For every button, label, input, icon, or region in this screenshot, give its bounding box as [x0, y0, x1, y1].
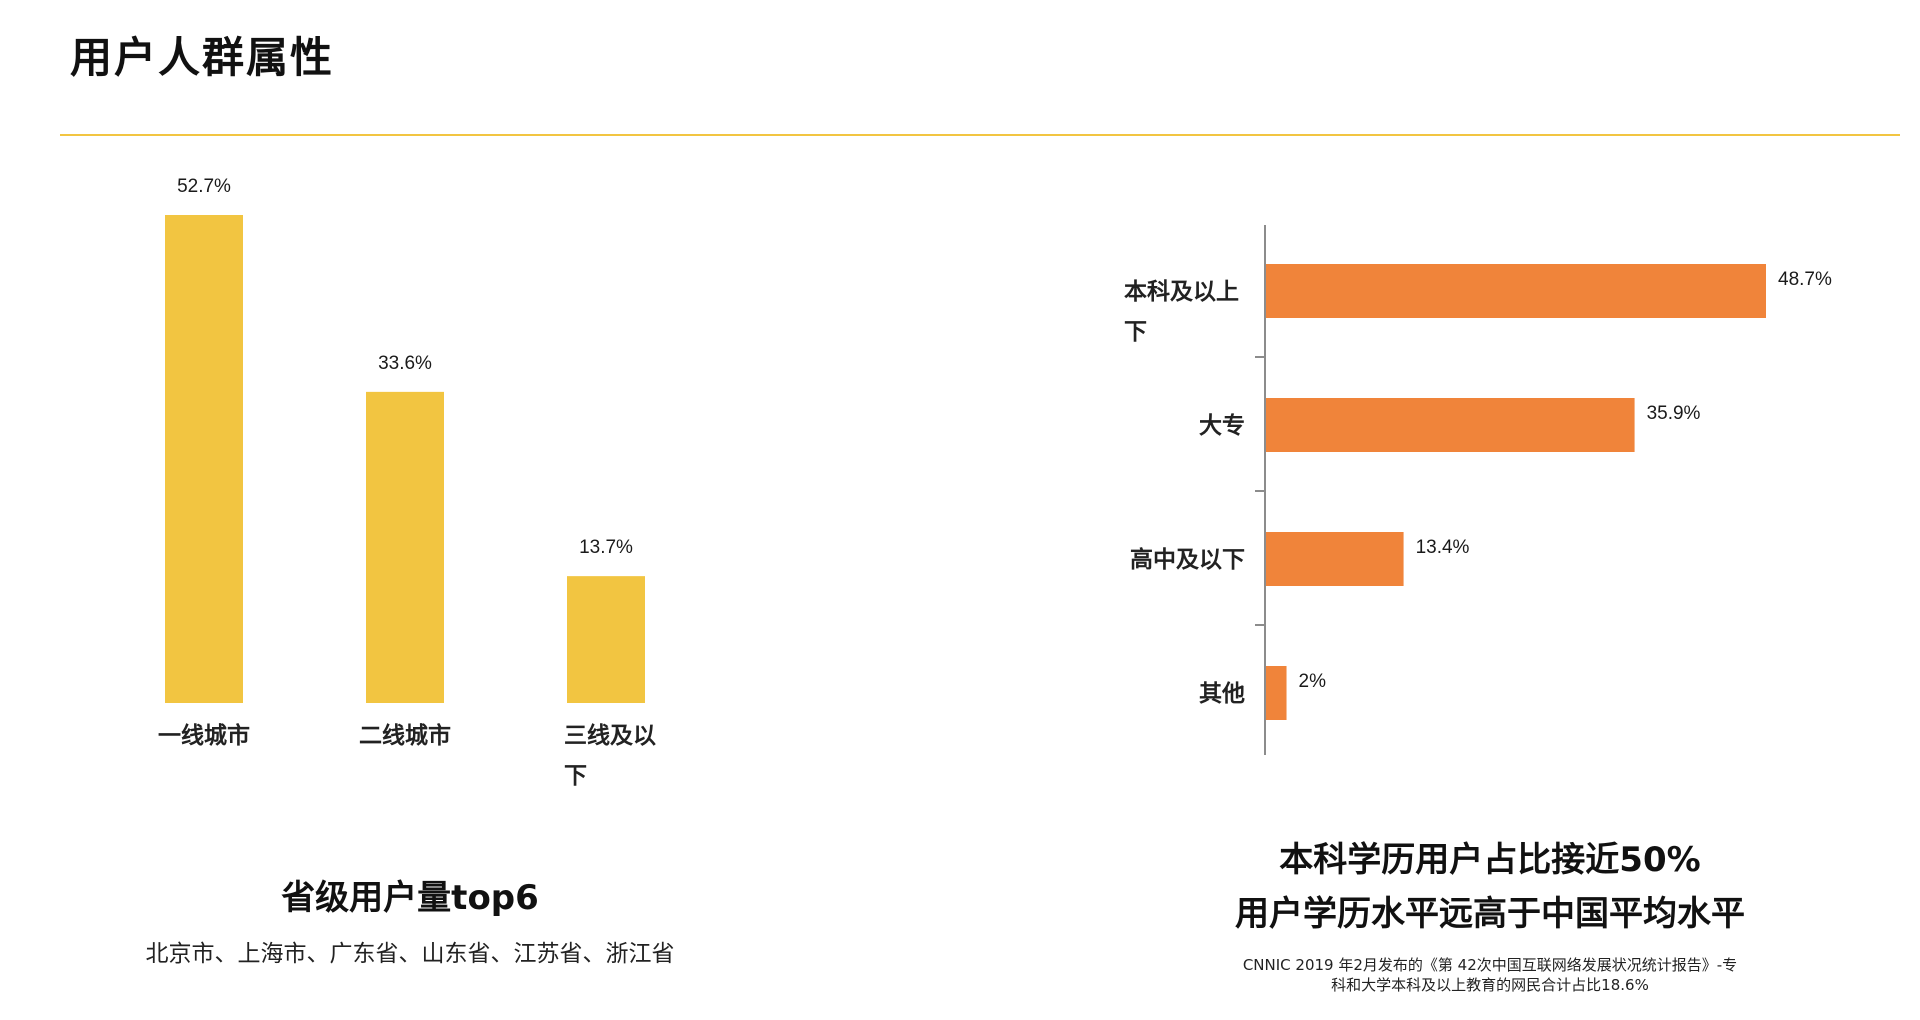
category-label-1: 二线城市	[359, 722, 451, 749]
province-top6-list: 北京市、上海市、广东省、山东省、江苏省、浙江省	[145, 941, 675, 967]
bar-value-label-3: 2%	[1299, 671, 1327, 692]
page-title: 用户人群属性	[70, 33, 335, 82]
category-label-3: 其他	[1199, 681, 1245, 707]
bar-0	[165, 215, 243, 703]
category-label-1: 大专	[1199, 412, 1245, 439]
bar-value-label-2: 13.4%	[1416, 537, 1470, 558]
bar-value-label-1: 33.6%	[378, 353, 432, 374]
bar-value-label-1: 35.9%	[1647, 403, 1701, 424]
bar-1	[1266, 398, 1635, 452]
province-top6-title: 省级用户量top6	[281, 878, 539, 918]
education-bar-chart: 48.7% 本科及以上下 35.9% 大专 13.4% 高中及以下 2% 其他	[1124, 225, 1832, 755]
category-label-2: 高中及以下	[1130, 546, 1245, 573]
bar-value-label-0: 48.7%	[1778, 269, 1832, 290]
education-headline-1: 本科学历用户占比接近50%	[1279, 840, 1701, 880]
bar-2	[567, 576, 645, 703]
bar-value-label-2: 13.7%	[579, 537, 633, 558]
education-headline-2: 用户学历水平远高于中国平均水平	[1235, 894, 1745, 934]
source-note: CNNIC 2019 年2月发布的《第 42次中国互联网络发展状况统计报告》-专…	[1210, 955, 1770, 995]
title-divider	[60, 134, 1900, 136]
category-label-0: 本科及以上下	[1124, 279, 1239, 345]
bar-2	[1266, 532, 1404, 586]
source-note-line-2: 科和大学本科及以上教育的网民合计占比18.6%	[1331, 976, 1649, 994]
category-label-2: 三线及以下	[564, 722, 656, 789]
bar-3	[1266, 666, 1287, 720]
city-tier-bar-chart: 52.7% 一线城市 33.6% 二线城市 13.7% 三线及以下	[158, 176, 656, 789]
source-note-line-1: CNNIC 2019 年2月发布的《第 42次中国互联网络发展状况统计报告》-专	[1242, 956, 1738, 974]
category-label-0: 一线城市	[158, 722, 250, 749]
bar-0	[1266, 264, 1766, 318]
bar-1	[366, 391, 444, 703]
bar-value-label-0: 52.7%	[177, 176, 231, 197]
